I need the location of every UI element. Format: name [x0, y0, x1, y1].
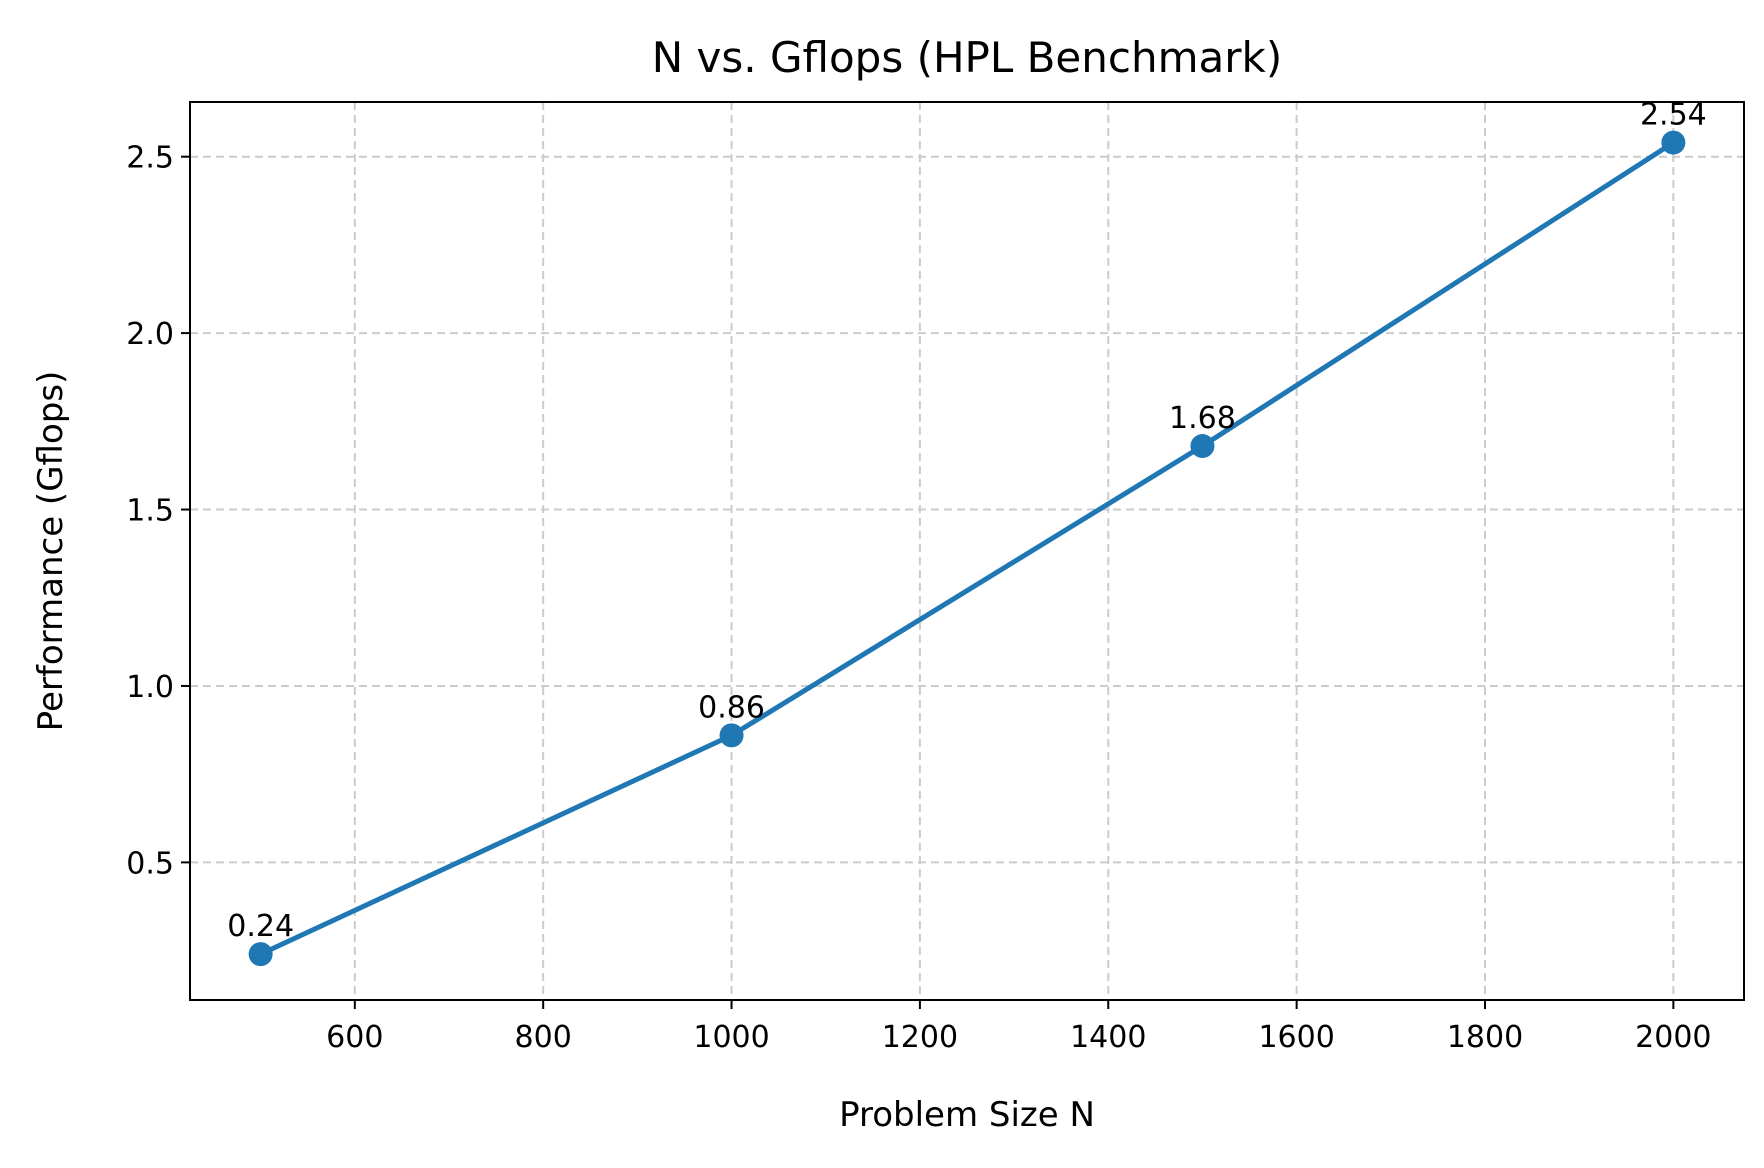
y-tick-label: 0.5 — [126, 846, 174, 881]
chart-title: N vs. Gflops (HPL Benchmark) — [652, 33, 1282, 82]
x-tick-label: 1000 — [693, 1020, 769, 1055]
x-tick-label: 2000 — [1635, 1020, 1711, 1055]
x-tick-label: 800 — [515, 1020, 572, 1055]
x-axis: 600 800 1000 1200 1400 1600 1800 2000 — [326, 1000, 1712, 1055]
y-tick-label: 2.0 — [126, 317, 174, 352]
y-tick-label: 1.5 — [126, 494, 174, 529]
data-label-layer: 0.24 0.86 1.68 2.54 — [227, 98, 1707, 945]
data-point-label: 1.68 — [1169, 401, 1236, 436]
grid-layer — [190, 102, 1744, 1000]
x-axis-label: Problem Size N — [839, 1095, 1095, 1135]
series-line — [258, 140, 1676, 957]
x-tick-label: 1400 — [1070, 1020, 1146, 1055]
data-point-label: 0.86 — [698, 690, 765, 725]
x-tick-label: 600 — [326, 1020, 383, 1055]
y-axis-label: Performance (Gflops) — [31, 371, 71, 732]
data-point-label: 0.24 — [227, 909, 294, 944]
x-tick-label: 1600 — [1258, 1020, 1334, 1055]
x-tick-label: 1200 — [882, 1020, 958, 1055]
plot-frame — [189, 101, 1745, 1001]
y-tick-label: 2.5 — [126, 141, 174, 176]
y-axis: 0.5 1.0 1.5 2.0 2.5 — [126, 141, 190, 881]
x-tick-label: 1800 — [1447, 1020, 1523, 1055]
data-point-marker — [1661, 130, 1686, 155]
series-layer — [248, 130, 1686, 967]
data-point-marker — [248, 942, 273, 967]
data-point-label: 2.54 — [1640, 98, 1707, 133]
data-point-marker — [719, 723, 744, 748]
y-tick-label: 1.0 — [126, 670, 174, 705]
data-point-marker — [1190, 434, 1215, 459]
